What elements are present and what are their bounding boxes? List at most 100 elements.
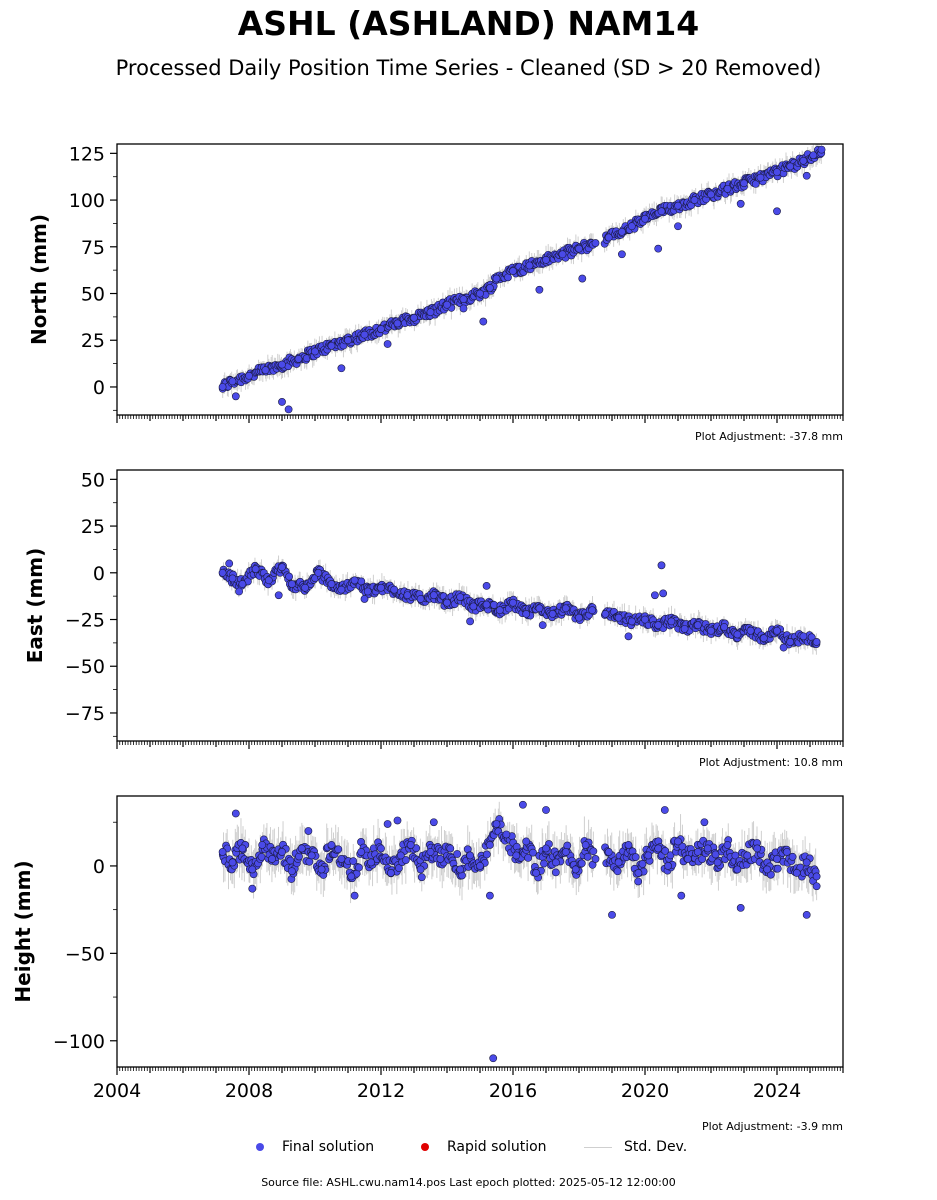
- data-point: [693, 621, 702, 630]
- data-point: [509, 267, 517, 275]
- y-tick-label: 100: [69, 190, 105, 212]
- data-point: [469, 602, 478, 611]
- data-point: [410, 313, 418, 322]
- data-point: [476, 862, 484, 870]
- outlier-point: [248, 884, 257, 893]
- data-point: [548, 610, 557, 618]
- data-point: [690, 196, 699, 204]
- data-point: [238, 844, 247, 853]
- outlier-point: [608, 910, 616, 919]
- data-point: [618, 227, 626, 236]
- data-point: [327, 841, 336, 849]
- data-point: [684, 855, 692, 863]
- data-point: [575, 244, 583, 253]
- data-point: [773, 855, 781, 863]
- data-point: [740, 179, 748, 188]
- outlier-point: [802, 910, 811, 919]
- outlier-point: [429, 818, 438, 827]
- y-tick-label: 25: [81, 516, 105, 538]
- data-point: [367, 858, 375, 867]
- data-point: [532, 869, 540, 877]
- data-point: [218, 848, 227, 856]
- data-point: [552, 858, 560, 867]
- outlier-point: [284, 405, 293, 414]
- data-point: [482, 850, 491, 859]
- y-tick-label: −25: [65, 610, 105, 632]
- data-point: [641, 214, 649, 223]
- outlier-point: [578, 274, 587, 283]
- legend-final: Final solution: [256, 1137, 374, 1157]
- outlier-point: [624, 632, 633, 641]
- data-point: [644, 851, 653, 860]
- final-solution-points: [218, 145, 826, 414]
- legend-std: Std. Dev.: [584, 1137, 687, 1157]
- data-point: [522, 610, 531, 618]
- chart-subtitle: Processed Daily Position Time Series - C…: [115, 56, 822, 80]
- data-point: [731, 851, 740, 860]
- data-point: [631, 853, 640, 861]
- data-point: [446, 844, 455, 853]
- x-tick-label: 2008: [225, 1080, 273, 1102]
- data-point: [733, 630, 742, 639]
- data-point: [627, 222, 636, 231]
- data-point: [788, 852, 797, 861]
- data-point: [743, 851, 752, 860]
- data-point: [674, 201, 682, 210]
- data-point: [624, 841, 633, 849]
- legend-std-label: Std. Dev.: [624, 1139, 688, 1155]
- data-point: [588, 606, 597, 615]
- data-point: [327, 580, 336, 588]
- panel-1: 0 25 50 75 100 125 North (mm) Plot Adjustment: …: [27, 143, 844, 443]
- outlier-point: [651, 591, 659, 600]
- data-point: [809, 151, 818, 160]
- data-point: [571, 865, 580, 874]
- data-point: [591, 239, 600, 247]
- rapid-solution-marker: [421, 1143, 429, 1151]
- data-point: [334, 845, 343, 854]
- data-point: [485, 841, 494, 849]
- data-point: [812, 882, 821, 891]
- data-point: [344, 336, 352, 345]
- data-point: [314, 568, 323, 577]
- data-point: [563, 841, 572, 850]
- data-point: [746, 626, 755, 635]
- data-point: [502, 830, 511, 839]
- y-tick-label: −50: [65, 656, 105, 678]
- data-point: [337, 855, 346, 863]
- data-point: [349, 857, 358, 866]
- outlier-point: [485, 891, 494, 900]
- data-point: [634, 877, 643, 886]
- data-point: [604, 848, 613, 856]
- data-point: [524, 853, 533, 862]
- data-point: [723, 841, 732, 849]
- y-tick-label: 25: [81, 330, 105, 352]
- data-point: [492, 274, 501, 283]
- data-point: [245, 371, 253, 380]
- data-point: [456, 865, 465, 874]
- data-point: [773, 864, 782, 873]
- std-dev-line-marker: [584, 1146, 612, 1148]
- data-point: [285, 572, 293, 581]
- data-point: [307, 851, 316, 860]
- data-point: [301, 583, 309, 592]
- data-point: [703, 844, 712, 853]
- final-solution-points: [218, 800, 821, 1063]
- data-point: [575, 613, 583, 622]
- y-axis-label: East (mm): [23, 548, 47, 664]
- data-point: [799, 632, 808, 641]
- data-point: [436, 855, 445, 863]
- data-point: [258, 841, 267, 849]
- outlier-point: [235, 587, 243, 596]
- x-tick-label: 2016: [489, 1080, 537, 1102]
- outlier-point: [466, 617, 474, 626]
- y-axis-label: North (mm): [27, 214, 51, 345]
- data-point: [604, 233, 613, 242]
- outlier-point: [538, 621, 547, 630]
- outlier-point: [304, 827, 313, 835]
- plot-adjustment-note: Plot Adjustment: 10.8 mm: [699, 756, 843, 769]
- data-point: [456, 593, 465, 601]
- panel-2: −75 −50 −25 0 25 50 East (mm) Plot Adjustment: …: [23, 469, 844, 769]
- data-point: [337, 585, 346, 594]
- data-point: [627, 617, 636, 626]
